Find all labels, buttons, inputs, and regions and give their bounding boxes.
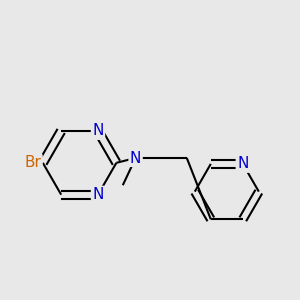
Text: Br: Br xyxy=(24,155,41,170)
Text: N: N xyxy=(237,156,248,171)
Text: N: N xyxy=(130,151,141,166)
Text: N: N xyxy=(92,187,104,202)
Text: N: N xyxy=(92,123,104,138)
